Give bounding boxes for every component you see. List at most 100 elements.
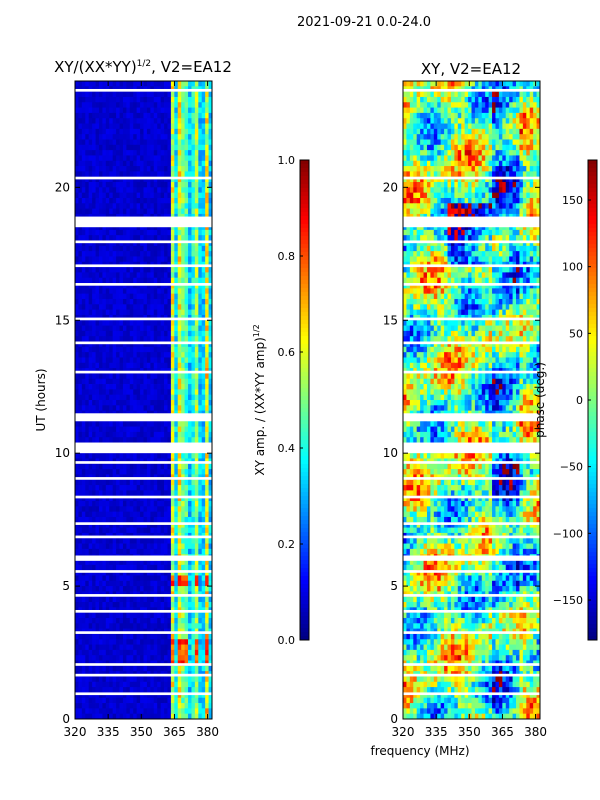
heatmap-cell	[122, 389, 127, 396]
heatmap-cell	[81, 298, 86, 305]
heatmap-cell	[105, 107, 110, 114]
heatmap-cell	[81, 362, 86, 369]
heatmap-cell	[85, 203, 90, 209]
heatmap-cell	[160, 681, 165, 688]
heatmap-cell	[150, 139, 155, 146]
heatmap-cell	[136, 649, 141, 656]
heatmap-cell	[109, 171, 114, 178]
heatmap-cell	[136, 426, 141, 433]
heatmap-cell	[191, 506, 196, 513]
heatmap-cell	[146, 267, 151, 273]
heatmap-cell	[88, 580, 93, 587]
heatmap-cell	[81, 150, 86, 156]
heatmap-cell	[437, 91, 442, 98]
heatmap-cell	[440, 81, 445, 87]
heatmap-cell	[129, 612, 134, 619]
heatmap-cell	[75, 490, 79, 497]
heatmap-cell	[78, 96, 83, 103]
heatmap-cell	[194, 708, 199, 715]
heatmap-cell	[78, 309, 83, 316]
heatmap-cell	[205, 251, 209, 257]
heatmap-cell	[81, 352, 86, 358]
heatmap-cell	[126, 139, 131, 146]
heatmap-cell	[198, 304, 203, 311]
heatmap-cell	[201, 203, 206, 209]
heatmap-cell	[164, 320, 168, 326]
heatmap-cell	[170, 617, 175, 624]
heatmap-cell	[208, 501, 213, 507]
heatmap-cell	[109, 394, 114, 401]
heatmap-cell	[85, 692, 90, 699]
heatmap-cell	[119, 112, 124, 119]
heatmap-cell	[177, 176, 182, 183]
heatmap-cell	[150, 176, 155, 183]
heatmap-cell	[205, 633, 209, 640]
heatmap-cell	[205, 298, 209, 305]
heatmap-cell	[122, 522, 127, 528]
heatmap-cell	[119, 623, 124, 630]
heatmap-cell	[85, 612, 90, 619]
heatmap-cell	[184, 469, 189, 475]
heatmap-cell	[136, 586, 141, 592]
heatmap-cell	[177, 277, 182, 284]
heatmap-cell	[191, 192, 196, 199]
heatmap-cell	[177, 612, 182, 619]
heatmap-cell	[146, 564, 151, 571]
heatmap-cell	[170, 357, 175, 364]
heatmap-cell	[92, 687, 96, 693]
heatmap-cell	[150, 144, 155, 151]
heatmap-cell	[157, 224, 162, 231]
heatmap-cell	[88, 373, 93, 380]
heatmap-cell	[492, 81, 496, 87]
heatmap-cell	[92, 612, 96, 619]
heatmap-cell	[184, 362, 189, 369]
heatmap-cell	[177, 150, 182, 156]
heatmap-cell	[153, 485, 158, 491]
heatmap-cell	[92, 580, 96, 587]
heatmap-cell	[119, 548, 124, 555]
heatmap-cell	[164, 330, 168, 337]
heatmap-cell	[184, 708, 189, 715]
heatmap-cell	[177, 511, 182, 518]
heatmap-cell	[153, 431, 158, 438]
heatmap-cell	[181, 389, 185, 396]
heatmap-cell	[403, 81, 407, 87]
heatmap-cell	[116, 325, 120, 332]
heatmap-cell	[95, 384, 100, 390]
heatmap-cell	[194, 687, 199, 693]
heatmap-cell	[95, 235, 100, 241]
heatmap-cell	[95, 665, 100, 672]
heatmap-cell	[201, 479, 206, 486]
heatmap-cell	[181, 277, 185, 284]
heatmap-cell	[198, 559, 203, 566]
heatmap-cell	[112, 703, 117, 709]
heatmap-cell	[92, 267, 96, 273]
heatmap-cell	[201, 224, 206, 231]
heatmap-cell	[184, 570, 189, 576]
heatmap-cell	[102, 644, 107, 651]
heatmap-cell	[440, 96, 445, 103]
heatmap-cell	[188, 713, 192, 720]
heatmap-cell	[143, 479, 148, 486]
heatmap-cell	[92, 81, 96, 87]
heatmap-cell	[208, 277, 213, 284]
heatmap-cell	[174, 298, 179, 305]
heatmap-cell	[181, 580, 185, 587]
heatmap-cell	[95, 559, 100, 566]
heatmap-cell	[191, 298, 196, 305]
heatmap-cell	[150, 639, 155, 645]
heatmap-cell	[122, 655, 127, 661]
heatmap-cell	[126, 596, 131, 603]
heatmap-cell	[205, 171, 209, 178]
heatmap-cell	[191, 272, 196, 279]
heatmap-cell	[157, 511, 162, 518]
heatmap-cell	[105, 192, 110, 199]
heatmap-cell	[205, 490, 209, 497]
heatmap-cell	[191, 251, 196, 257]
heatmap-cell	[526, 81, 531, 87]
heatmap-cell	[75, 208, 79, 215]
heatmap-cell	[119, 644, 124, 651]
heatmap-cell	[109, 501, 114, 507]
heatmap-cell	[140, 612, 144, 619]
heatmap-cell	[98, 703, 103, 709]
